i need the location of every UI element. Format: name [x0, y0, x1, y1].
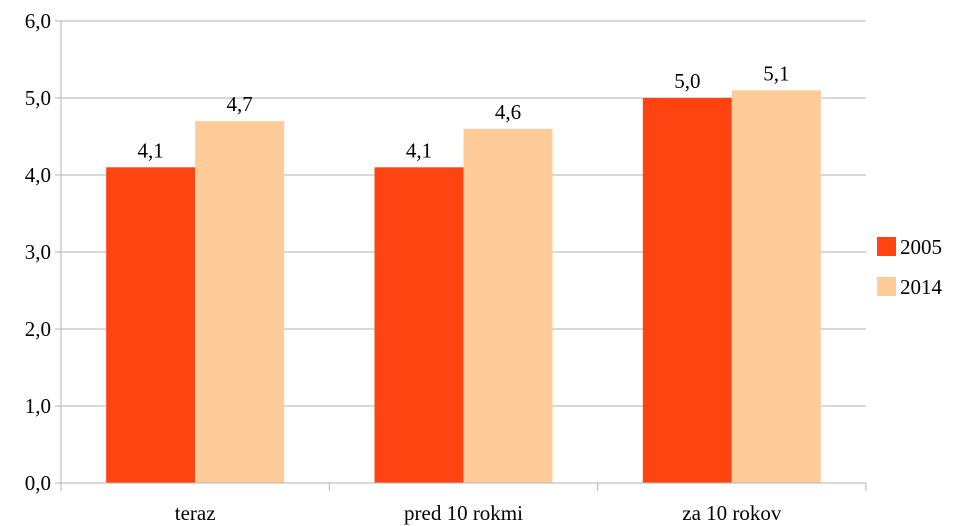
labels-layer: 4,1 4,7 4,1 4,6 5,0 5,1	[138, 61, 790, 162]
axis-layer: 0,0 1,0 2,0 3,0 4,0 5,0 6,0 teraz pred 10 rokmi z…	[25, 9, 867, 525]
data-label: 4,6	[495, 100, 521, 124]
bar-2005	[106, 167, 196, 484]
data-label: 4,7	[227, 92, 253, 116]
data-label: 5,1	[763, 61, 789, 85]
bar-2014	[195, 121, 285, 483]
data-label: 4,1	[406, 138, 432, 162]
x-tick-label: za 10 rokov	[682, 501, 782, 525]
y-tick-label: 0,0	[25, 471, 51, 495]
bar-2014	[731, 90, 821, 484]
legend-swatch-2014	[877, 277, 896, 296]
legend-label: 2005	[900, 235, 942, 259]
y-tick-label: 4,0	[25, 163, 51, 187]
x-tick-label: teraz	[175, 501, 216, 525]
bar-2005	[642, 98, 732, 483]
data-label: 5,0	[674, 69, 700, 93]
legend-label: 2014	[900, 275, 943, 299]
y-tick-label: 6,0	[25, 9, 51, 33]
data-label: 4,1	[138, 138, 164, 162]
bars-layer	[106, 90, 821, 484]
y-tick-label: 3,0	[25, 240, 51, 264]
legend-swatch-2005	[877, 237, 896, 256]
bar-2014	[463, 128, 553, 484]
legend: 2005 2014	[877, 235, 943, 299]
y-tick-label: 1,0	[25, 394, 51, 418]
x-tick-label: pred 10 rokmi	[404, 501, 523, 525]
y-tick-label: 5,0	[25, 86, 51, 110]
y-tick-label: 2,0	[25, 317, 51, 341]
bar-2005	[374, 167, 464, 484]
